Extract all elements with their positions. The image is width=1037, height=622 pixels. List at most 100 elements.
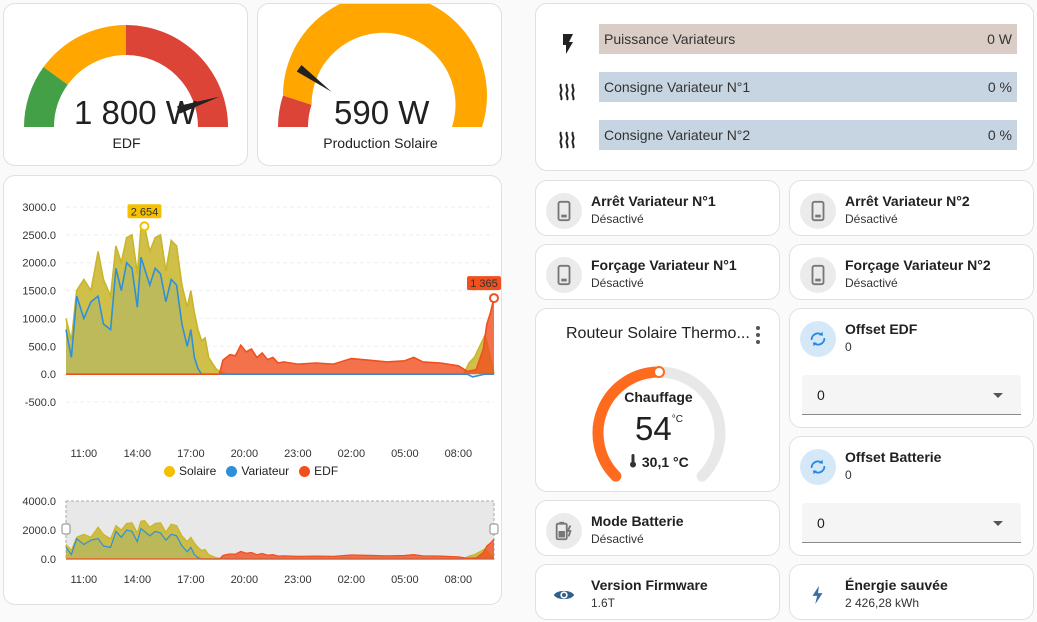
tile-state: Désactivé — [591, 276, 644, 290]
tile-icon-button[interactable] — [800, 257, 836, 293]
legend-item-edf[interactable]: EDF — [299, 464, 338, 478]
y-tick-label: 0.0 — [41, 369, 56, 381]
entity-row-puissance-variateurs[interactable]: Puissance Variateurs 0 W — [536, 24, 1033, 64]
tile-name: Forçage Variateur N°2 — [845, 257, 991, 273]
tile-state: Désactivé — [845, 212, 898, 226]
tile-state: Désactivé — [845, 276, 898, 290]
data-label-box — [127, 204, 162, 219]
tile-energie-sauvee[interactable]: Énergie sauvée 2 426,28 kWh — [789, 564, 1034, 620]
gauge-production-solaire — [278, 4, 487, 127]
offset-edf-card: Offset EDF 0 0 — [789, 308, 1034, 428]
tile-icon-button[interactable] — [546, 513, 582, 549]
overview-x-tick-label: 17:00 — [177, 574, 205, 586]
entity-value: 0 W — [987, 31, 1012, 47]
y-tick-label: 1500.0 — [22, 286, 56, 298]
series-edf-line — [66, 297, 495, 375]
legend-label: Solaire — [179, 464, 217, 478]
overview-x-tick-label: 05:00 — [391, 574, 419, 586]
entity-row-consigne-variateur-2[interactable]: Consigne Variateur N°2 0 % — [536, 120, 1033, 160]
phone-icon — [811, 200, 825, 222]
gauge-label: EDF — [112, 135, 141, 151]
x-tick-label: 02:00 — [338, 448, 366, 460]
legend-label: Variateur — [241, 464, 290, 478]
gauge-segment-green — [24, 67, 68, 127]
tile-forcage-variateur-2[interactable]: Forçage Variateur N°2 Désactivé — [789, 244, 1034, 300]
y-tick-label: 2000.0 — [22, 258, 56, 270]
y-tick-label: -500.0 — [25, 397, 56, 409]
tile-icon-button[interactable] — [800, 321, 836, 357]
tile-icon-button[interactable] — [546, 577, 582, 613]
history-chart-card: 3000.0 2500.0 2000.0 1500.0 1000.0 500.0 0.0 -5… — [3, 175, 502, 605]
legend-item-variateur[interactable]: Variateur — [226, 464, 289, 478]
series-edf-overview-line — [66, 538, 495, 560]
thermometer-icon — [630, 454, 636, 468]
tile-arret-variateur-2[interactable]: Arrêt Variateur N°2 Désactivé — [789, 180, 1034, 236]
refresh-icon — [810, 331, 826, 347]
zoom-handle[interactable] — [61, 523, 71, 535]
heat-wave-icon — [559, 131, 575, 149]
data-marker — [139, 221, 150, 232]
x-tick-label: 11:00 — [70, 448, 97, 460]
overview-x-tick-label: 11:00 — [70, 574, 97, 586]
tile-mode-batterie[interactable]: Mode Batterie Désactivé — [535, 500, 780, 556]
phone-icon — [557, 200, 571, 222]
tile-name: Version Firmware — [591, 577, 708, 593]
series-variateur-line — [65, 256, 494, 378]
tile-arret-variateur-1[interactable]: Arrêt Variateur N°1 Désactivé — [535, 180, 780, 236]
refresh-icon — [810, 459, 826, 475]
dots-vertical-icon[interactable] — [753, 325, 763, 345]
tile-state: 2 426,28 kWh — [845, 596, 920, 610]
tile-version-firmware[interactable]: Version Firmware 1.6T — [535, 564, 780, 620]
gauge-needle — [296, 64, 332, 92]
tile-icon-button[interactable] — [546, 193, 582, 229]
y-tick-label: 1000.0 — [22, 313, 56, 325]
tile-icon-button[interactable] — [800, 577, 836, 613]
tile-icon-button[interactable] — [800, 193, 836, 229]
thermostat-mode: Chauffage — [624, 389, 693, 405]
entity-row-consigne-variateur-1[interactable]: Consigne Variateur N°1 0 % — [536, 72, 1033, 112]
entity-label: Consigne Variateur N°1 — [604, 79, 751, 95]
legend-dot — [299, 465, 311, 477]
gauge-value: 590 W — [334, 94, 430, 131]
entity-bar: Consigne Variateur N°1 0 % — [599, 72, 1017, 102]
entities-card: Puissance Variateurs 0 W Consigne Variat… — [535, 3, 1034, 171]
eye-icon — [553, 590, 575, 600]
tile-forcage-variateur-1[interactable]: Forçage Variateur N°1 Désactivé — [535, 244, 780, 300]
data-label: 2 654 — [131, 206, 159, 218]
tile-name: Arrêt Variateur N°1 — [591, 193, 716, 209]
gauge-card-production-solaire[interactable]: 590 W Production Solaire — [257, 3, 502, 166]
thermostat-dial[interactable] — [536, 309, 780, 492]
tile-name: Énergie sauvée — [845, 577, 948, 593]
offset-batterie-select[interactable]: 0 — [802, 503, 1021, 543]
gauge-value: 1 800 W — [74, 94, 197, 131]
tile-state: 1.6T — [591, 596, 616, 610]
series-variateur-overview-line — [65, 527, 494, 560]
series-variateur-area — [66, 257, 494, 377]
tile-icon-button[interactable] — [800, 449, 836, 485]
dial-heat-arc — [592, 366, 665, 482]
x-tick-label: 17:00 — [177, 448, 205, 460]
overview-x-tick-label: 14:00 — [124, 574, 152, 586]
x-tick-label: 14:00 — [124, 448, 152, 460]
thermostat-target[interactable]: 54°C — [635, 410, 683, 448]
legend-item-solaire[interactable]: Solaire — [164, 464, 216, 478]
gauge-edf — [24, 25, 228, 127]
x-tick-label: 08:00 — [445, 448, 473, 460]
x-tick-label: 23:00 — [284, 448, 312, 460]
data-label: 1 365 — [470, 278, 498, 290]
tile-state: 0 — [845, 468, 852, 482]
offset-edf-select[interactable]: 0 — [802, 375, 1021, 415]
select-value: 0 — [817, 387, 825, 403]
phone-icon — [557, 264, 571, 286]
overview-x-tick-label: 20:00 — [231, 574, 259, 586]
gauge-segment-orange — [282, 4, 487, 127]
flash-icon — [563, 34, 573, 54]
x-tick-label: 20:00 — [231, 448, 259, 460]
overview-y-tick-label: 4000.0 — [22, 496, 56, 508]
history-chart[interactable]: 3000.0 2500.0 2000.0 1500.0 1000.0 500.0 0.0 -5… — [4, 176, 502, 605]
tile-icon-button[interactable] — [546, 257, 582, 293]
gauge-card-edf[interactable]: 1 800 W EDF — [3, 3, 248, 166]
zoom-handle[interactable] — [489, 523, 499, 535]
y-tick-label: 2500.0 — [22, 230, 56, 242]
series-solaire-area — [66, 226, 494, 375]
